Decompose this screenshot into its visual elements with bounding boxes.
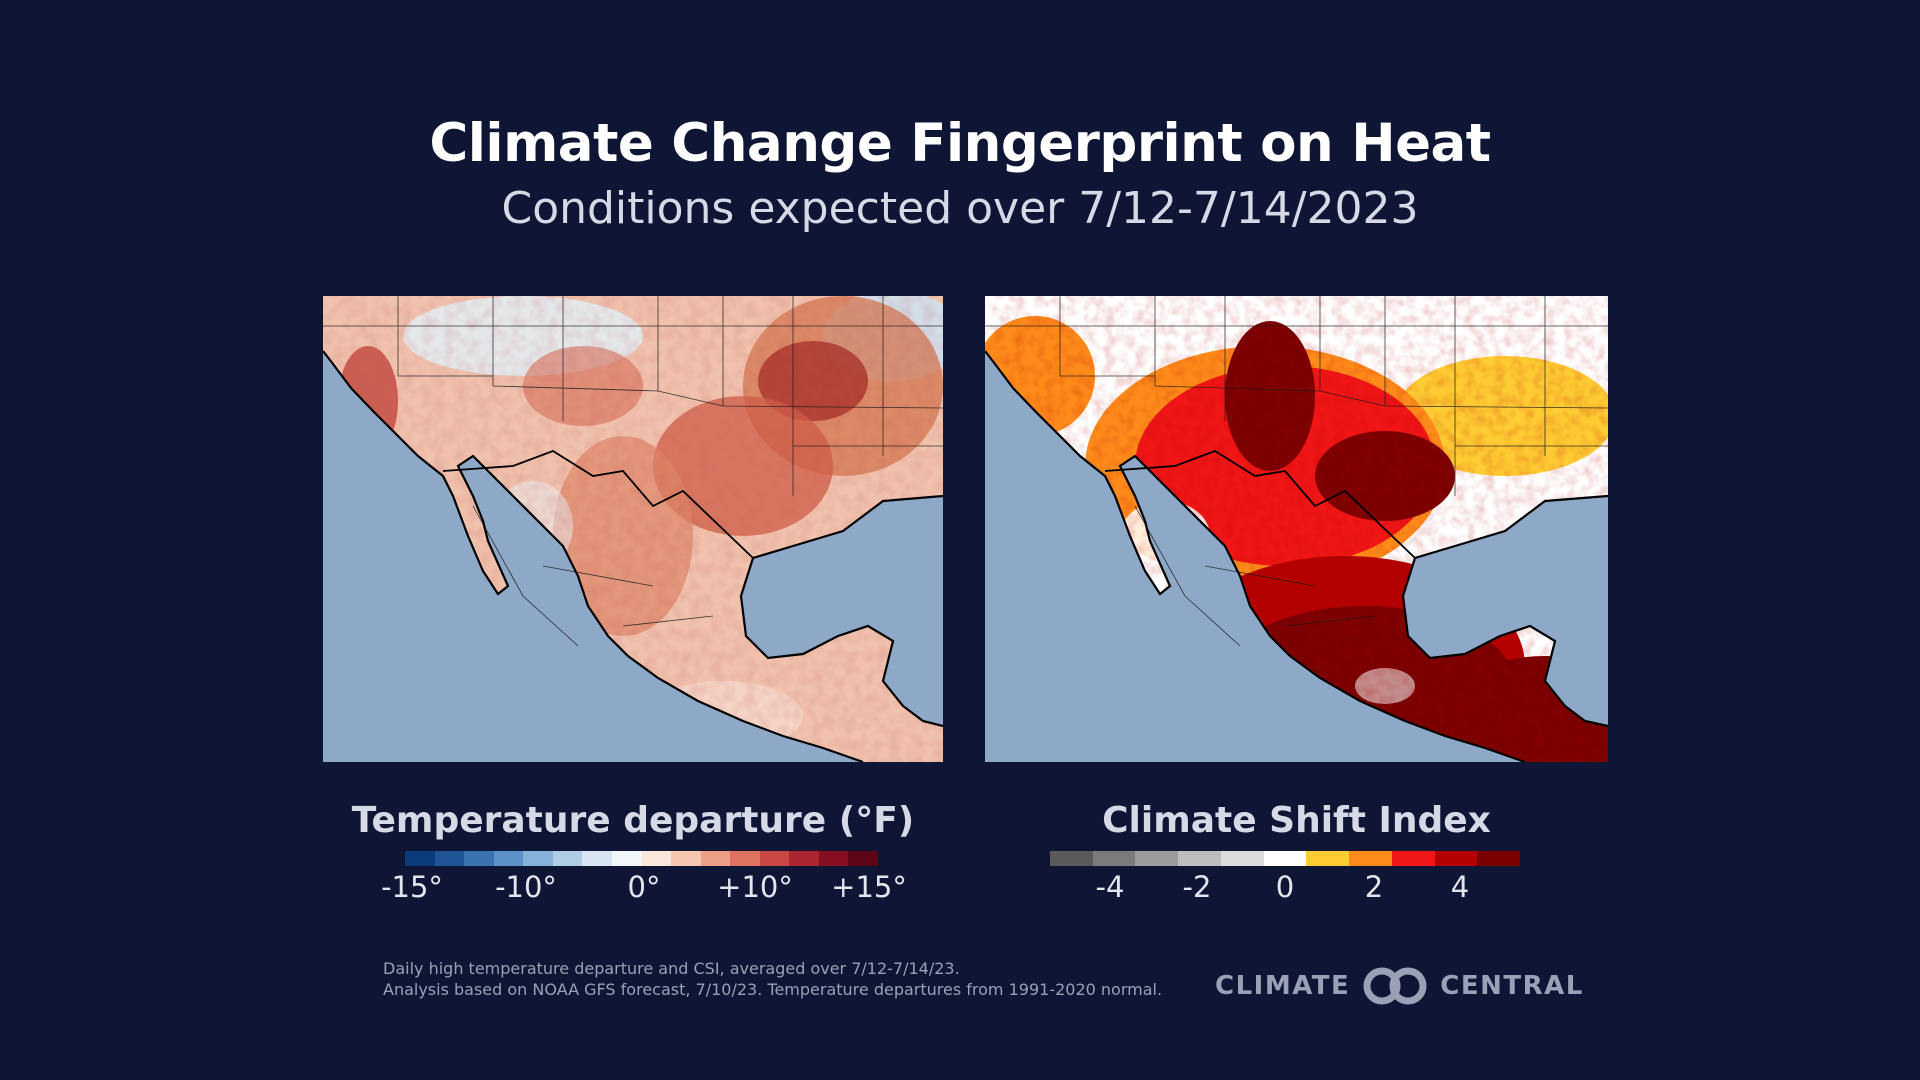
- temperature-colorbar: [405, 851, 878, 866]
- temperature-tick: -15°: [381, 870, 443, 904]
- temperature-colorbar-swatch: [493, 851, 524, 866]
- csi-colorbar-swatch: [1263, 851, 1307, 866]
- footnote-line-1: Daily high temperature departure and CSI…: [383, 959, 960, 978]
- temperature-colorbar-swatch: [405, 851, 435, 866]
- csi-colorbar-swatch: [1434, 851, 1478, 866]
- temperature-colorbar-swatch: [611, 851, 642, 866]
- csi-colorbar: [1050, 851, 1521, 866]
- logo-text-left: CLIMATE: [1215, 971, 1351, 1001]
- csi-colorbar-swatch: [1220, 851, 1264, 866]
- csi-colorbar-swatch: [1349, 851, 1392, 866]
- csi-colorbar-swatch: [1178, 851, 1221, 866]
- temperature-colorbar-swatch: [848, 851, 878, 866]
- csi-tick: 0: [1275, 870, 1295, 904]
- csi-colorbar-swatch: [1306, 851, 1350, 866]
- temperature-colorbar-swatch: [671, 851, 701, 866]
- csi-colorbar-swatch: [1092, 851, 1136, 866]
- csi-colorbar-swatch: [1135, 851, 1179, 866]
- temperature-tick: +15°: [831, 870, 907, 904]
- csi-tick: 2: [1364, 870, 1384, 904]
- csi-legend-title: Climate Shift Index: [1102, 800, 1491, 841]
- csi-tick: 4: [1450, 870, 1470, 904]
- climate-shift-index-map: [985, 296, 1608, 762]
- temperature-tick: -10°: [495, 870, 557, 904]
- page-subtitle: Conditions expected over 7/12-7/14/2023: [501, 183, 1419, 234]
- temperature-legend-title: Temperature departure (°F): [351, 800, 915, 841]
- csi-colorbar-swatch: [1477, 851, 1521, 866]
- temperature-colorbar-swatch: [700, 851, 731, 866]
- temperature-colorbar-swatch: [582, 851, 612, 866]
- temperature-colorbar-swatch: [818, 851, 849, 866]
- temperature-colorbar-swatch: [434, 851, 465, 866]
- temperature-colorbar-swatch: [523, 851, 553, 866]
- csi-colorbar-swatch: [1391, 851, 1435, 866]
- csi-tick: -4: [1095, 870, 1125, 904]
- csi-tick: -2: [1182, 870, 1212, 904]
- temperature-colorbar-swatch: [759, 851, 790, 866]
- temperature-colorbar-swatch: [641, 851, 672, 866]
- footnote-line-2: Analysis based on NOAA GFS forecast, 7/1…: [383, 980, 1163, 999]
- page-title: Climate Change Fingerprint on Heat: [429, 113, 1491, 174]
- temperature-colorbar-swatch: [789, 851, 819, 866]
- temperature-colorbar-swatch: [730, 851, 760, 866]
- temperature-colorbar-swatch: [552, 851, 583, 866]
- footnote: Daily high temperature departure and CSI…: [383, 958, 1162, 1000]
- temperature-departure-map: [323, 296, 943, 762]
- temperature-tick: 0°: [627, 870, 661, 904]
- climate-central-logo: CLIMATE CENTRAL: [1215, 966, 1584, 1006]
- climate-central-logo-icon: [1363, 967, 1427, 1005]
- logo-text-right: CENTRAL: [1440, 971, 1584, 1001]
- temperature-tick: +10°: [717, 870, 793, 904]
- temperature-colorbar-swatch: [464, 851, 494, 866]
- csi-colorbar-swatch: [1050, 851, 1093, 866]
